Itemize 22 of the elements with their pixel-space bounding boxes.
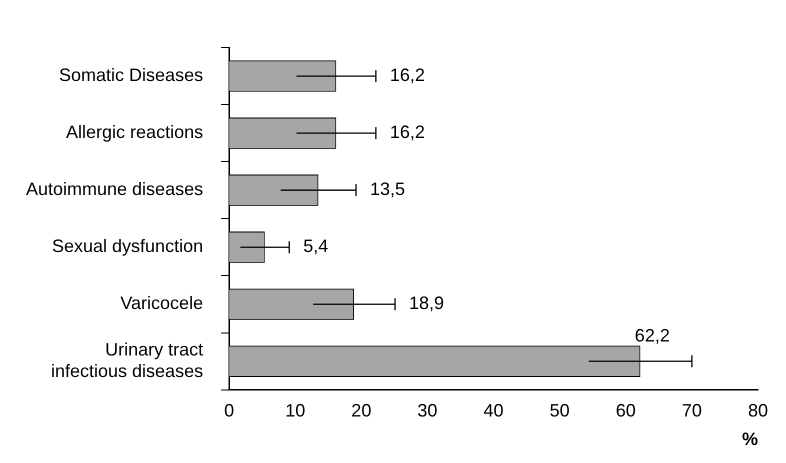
data-label: 16,2	[390, 122, 425, 142]
y-tick-label: Allergic reactions	[66, 122, 204, 142]
x-tick-label: 10	[285, 400, 306, 421]
x-tick-label: 60	[616, 400, 636, 421]
x-tick-label: 70	[682, 400, 702, 421]
x-axis-title: %	[742, 429, 758, 450]
x-tick-label: 30	[417, 400, 438, 421]
x-tick-label: 20	[351, 400, 372, 421]
data-label: 13,5	[370, 179, 406, 200]
x-tick-label: 0	[224, 400, 234, 421]
data-label: 5,4	[303, 236, 328, 256]
x-tick-label: 40	[484, 400, 504, 421]
y-tick-label: Autoimmune diseases	[26, 179, 204, 200]
x-tick-label: 80	[748, 400, 768, 421]
x-tick-label: 50	[550, 400, 570, 421]
y-tick-label: Sexual dysfunction	[52, 236, 204, 256]
y-tick-label: Somatic Diseases	[59, 65, 204, 86]
data-label: 16,2	[390, 65, 425, 86]
y-tick-label: Urinary tract infectious diseases	[50, 339, 204, 382]
y-tick-label: Varicocele	[120, 293, 204, 314]
data-label: 62,2	[634, 325, 670, 346]
data-label: 18,9	[409, 293, 444, 314]
